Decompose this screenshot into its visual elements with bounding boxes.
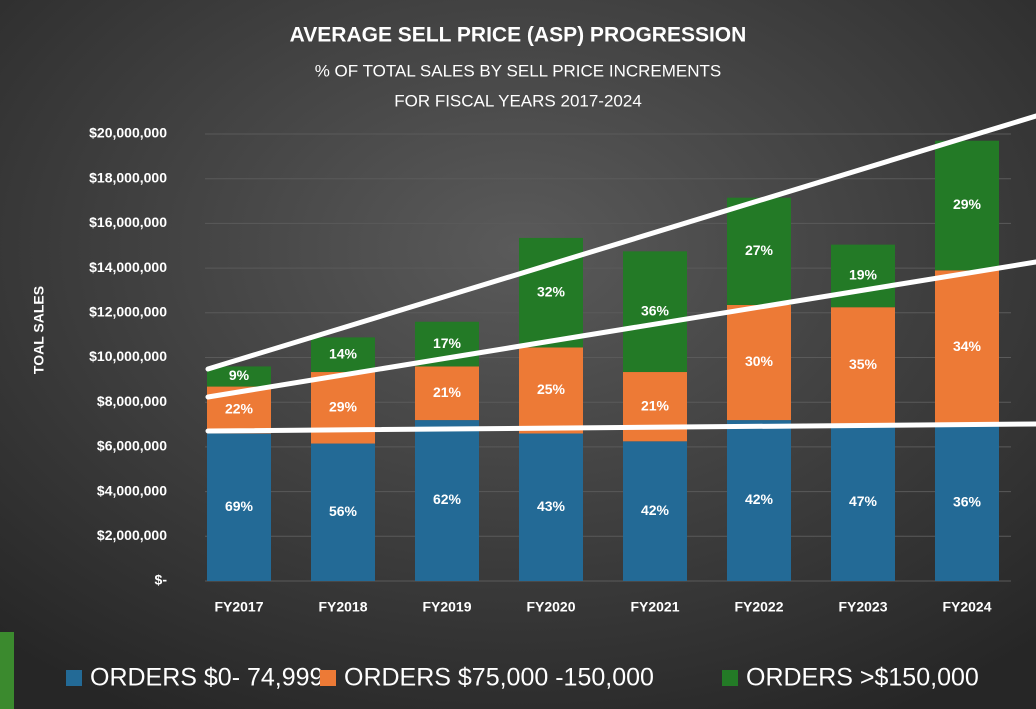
x-tick-label: FY2024 (942, 599, 991, 615)
data-label: 43% (537, 498, 566, 514)
chart-subtitle: FOR FISCAL YEARS 2017-2024 (394, 91, 642, 110)
trend-line (205, 113, 1036, 372)
y-tick-label: $2,000,000 (97, 527, 167, 543)
bar-segment (727, 420, 791, 581)
y-tick-label: $16,000,000 (89, 214, 167, 230)
bar-segment (935, 140, 999, 271)
y-tick-label: $4,000,000 (97, 482, 167, 498)
bar-segment (415, 366, 479, 421)
data-label: 56% (329, 503, 358, 519)
data-label: 21% (641, 397, 670, 413)
data-label: 69% (225, 498, 254, 514)
bar-segment (831, 307, 895, 424)
data-label: 47% (849, 493, 878, 509)
y-tick-label: $18,000,000 (89, 169, 167, 185)
data-label: 14% (329, 345, 358, 361)
y-tick-label: $8,000,000 (97, 393, 167, 409)
trend-line (205, 421, 1036, 434)
x-tick-label: FY2022 (734, 599, 783, 615)
bar-segment (207, 366, 271, 387)
data-label: 9% (229, 367, 250, 383)
y-tick-label: $20,000,000 (89, 125, 167, 141)
y-tick-label: $12,000,000 (89, 304, 167, 320)
data-label: 36% (953, 493, 982, 509)
x-tick-label: FY2018 (318, 599, 367, 615)
legend-swatch (722, 670, 738, 686)
chart-subtitle: % OF TOTAL SALES BY SELL PRICE INCREMENT… (315, 61, 722, 80)
bar-segment (311, 337, 375, 373)
slide-accent (0, 632, 14, 709)
data-label: 42% (641, 502, 670, 518)
bar-segment (831, 244, 895, 308)
trend-lines (205, 113, 1036, 434)
legend: ORDERS $0- 74,999 ORDERS $75,000 -150,000… (66, 664, 979, 692)
data-label: 27% (745, 242, 774, 258)
data-label: 21% (433, 384, 462, 400)
legend-label: ORDERS >$150,000 (746, 664, 979, 692)
bar-segment (519, 347, 583, 434)
y-tick-label: $6,000,000 (97, 438, 167, 454)
y-tick-label: $- (155, 572, 168, 588)
x-tick-label: FY2019 (422, 599, 471, 615)
data-label: 35% (849, 356, 878, 372)
data-label: 17% (433, 335, 462, 351)
data-label: 22% (225, 401, 254, 417)
bar-segment (207, 433, 271, 581)
y-axis-label: TOAL SALES (31, 286, 47, 374)
bar-segment (623, 441, 687, 581)
bar-segment (831, 423, 895, 581)
data-label: 29% (953, 196, 982, 212)
bar-segment (311, 443, 375, 581)
legend-swatch (66, 670, 82, 686)
data-label: 29% (329, 398, 358, 414)
plot-area: $- $2,000,000 $4,000,000 $6,000,000 $8,000,0… (89, 125, 1011, 615)
x-tick-label: FY2021 (630, 599, 679, 615)
bar-segment (727, 197, 791, 305)
data-label: 42% (745, 491, 774, 507)
x-tick-label: FY2020 (526, 599, 575, 615)
data-label: 34% (953, 338, 982, 354)
data-label: 19% (849, 267, 878, 283)
data-label: 25% (537, 381, 566, 397)
legend-swatch (320, 670, 336, 686)
bar-segment (935, 424, 999, 581)
data-label: 62% (433, 491, 462, 507)
legend-label: ORDERS $75,000 -150,000 (344, 664, 654, 692)
bar-segment (727, 304, 791, 421)
legend-label: ORDERS $0- 74,999 (90, 664, 323, 692)
data-label: 36% (641, 302, 670, 318)
bar-segment (519, 433, 583, 581)
y-tick-label: $10,000,000 (89, 348, 167, 364)
chart-title: AVERAGE SELL PRICE (ASP) PROGRESSION (290, 24, 747, 47)
trend-line (205, 259, 1036, 400)
data-label: 32% (537, 283, 566, 299)
data-label: 30% (745, 353, 774, 369)
x-tick-label: FY2023 (838, 599, 887, 615)
bar-segment (623, 251, 687, 373)
bar-segment (935, 270, 999, 425)
x-tick-label: FY2017 (214, 599, 263, 615)
y-tick-label: $14,000,000 (89, 259, 167, 275)
bar-segment (415, 420, 479, 581)
